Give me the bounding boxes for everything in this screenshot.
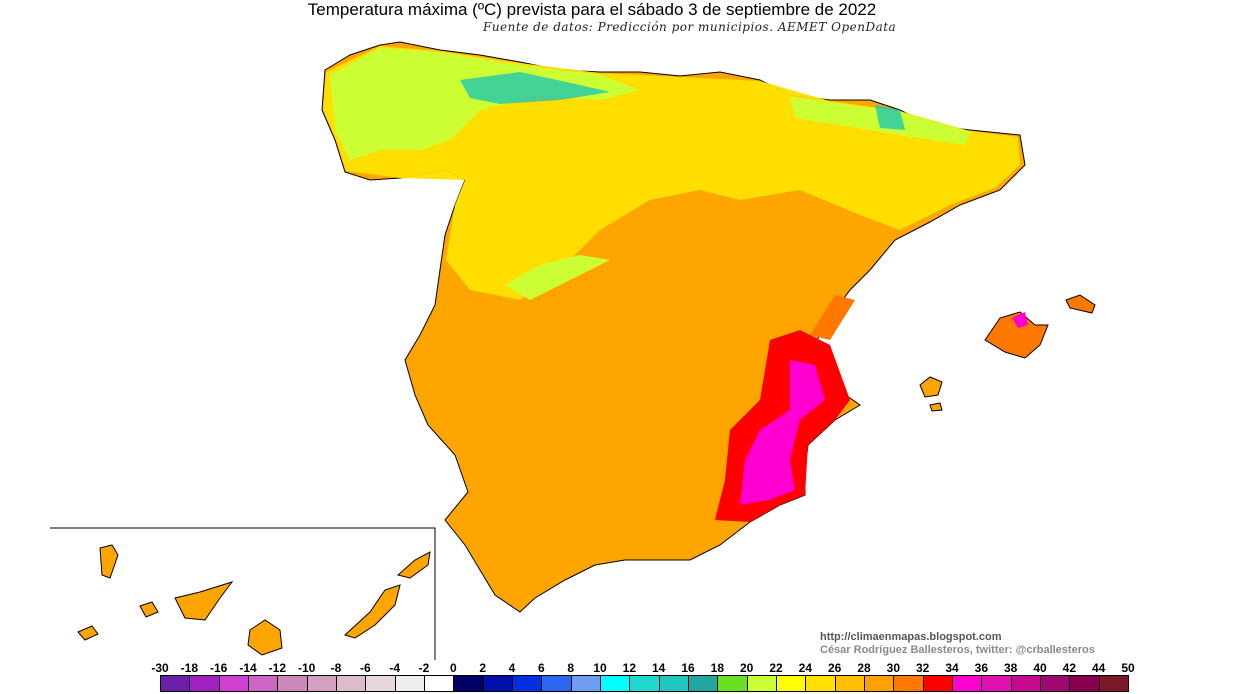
legend-label: 2 [479, 661, 486, 675]
legend-label: -14 [239, 661, 257, 675]
map-subtitle: Fuente de datos: Predicción por municipi… [483, 20, 897, 34]
color-legend [160, 675, 1129, 692]
hot-coast-valencia [810, 295, 855, 340]
legend-swatch [1011, 676, 1041, 691]
legend-label: 16 [681, 661, 695, 675]
legend-label: 0 [449, 661, 457, 675]
legend-label: 8 [567, 661, 574, 675]
legend-swatch [659, 676, 689, 691]
legend-label: 34 [945, 661, 959, 675]
legend-swatch [923, 676, 953, 691]
legend-swatch [1040, 676, 1071, 691]
legend-swatch [336, 676, 367, 691]
legend-swatch [483, 676, 513, 691]
legend-label: 20 [739, 661, 754, 675]
ibiza [919, 376, 943, 398]
peaks-pyrenees [875, 105, 905, 130]
legend-swatch [542, 676, 572, 691]
legend-label: 6 [537, 661, 545, 675]
credits-url: http://climaenmapas.blogspot.com [820, 631, 1002, 643]
canary-inset-frame [50, 527, 436, 660]
legend-label: 32 [915, 661, 930, 675]
legend-label: 14 [651, 661, 666, 675]
legend-swatch [190, 676, 220, 691]
tenerife [174, 581, 234, 621]
legend-label: -10 [297, 661, 316, 675]
legend-swatch [806, 676, 836, 691]
legend-swatch [219, 676, 249, 691]
legend-swatch [718, 676, 748, 691]
temperature-map [50, 41, 1096, 660]
credits-author: César Rodríguez Ballesteros, twitter: @c… [820, 644, 1095, 656]
mallorca-hot [1012, 312, 1028, 328]
legend-label: -2 [418, 661, 430, 675]
legend-swatch [952, 676, 983, 691]
gran-canaria [247, 619, 283, 656]
legend-swatch [454, 676, 484, 691]
legend-label: 24 [798, 661, 813, 675]
legend-swatch [982, 676, 1012, 691]
legend-swatch [864, 676, 895, 691]
lanzarote [396, 551, 431, 579]
legend-labels: -30 -18 -16 -14 -12 -10 -8 -6 -4 -2 0 2 4 6 8 10 12 14 16 1… [0, 661, 1234, 675]
legend-label: 42 [1062, 661, 1077, 675]
legend-label: 36 [974, 661, 989, 675]
legend-swatch [278, 676, 308, 691]
formentera [929, 402, 943, 412]
menorca [1065, 294, 1096, 314]
legend-swatch [1099, 676, 1128, 691]
legend-swatch [424, 676, 455, 691]
map-title: Temperatura máxima (ºC) prevista para el… [307, 0, 877, 19]
legend-label: 10 [593, 661, 607, 675]
legend-label: 38 [1003, 661, 1018, 675]
extreme-zone [740, 360, 825, 505]
legend-label: 30 [886, 661, 901, 675]
legend-swatch [1070, 676, 1100, 691]
legend-label: 22 [769, 661, 783, 675]
legend-label: 28 [857, 661, 871, 675]
legend-swatch [248, 676, 279, 691]
fuerteventura [344, 584, 401, 639]
legend-label: -6 [359, 661, 371, 675]
legend-swatch [688, 676, 719, 691]
legend-swatch [630, 676, 660, 691]
legend-swatch [307, 676, 337, 691]
mallorca [984, 311, 1049, 359]
la-palma [99, 544, 119, 579]
legend-swatch [747, 676, 777, 691]
legend-swatch [366, 676, 396, 691]
peaks-north [460, 72, 610, 104]
legend-swatch [512, 676, 543, 691]
mountain-zone-north [330, 48, 640, 160]
legend-swatch [571, 676, 601, 691]
legend-label: -12 [268, 661, 286, 675]
legend-label: -18 [180, 661, 198, 675]
legend-label: 18 [710, 661, 725, 675]
legend-label: -4 [389, 661, 400, 675]
legend-label: 26 [827, 661, 842, 675]
legend-swatch [776, 676, 807, 691]
central-range [505, 255, 610, 300]
legend-label: -16 [209, 661, 228, 675]
legend-label: 40 [1033, 661, 1047, 675]
legend-label: 4 [508, 661, 516, 675]
legend-swatch [894, 676, 924, 691]
credits: http://climaenmapas.blogspot.com César R… [820, 631, 1095, 657]
legend-swatch [835, 676, 865, 691]
legend-label: -8 [330, 661, 342, 675]
legend-label: -30 [151, 661, 169, 675]
el-hierro [77, 625, 99, 641]
legend-label: 44 [1091, 661, 1106, 675]
legend-swatch [395, 676, 425, 691]
legend-label: 50 [1121, 661, 1135, 675]
la-gomera [139, 601, 159, 618]
legend-swatch [161, 676, 191, 691]
legend-swatch [600, 676, 631, 691]
legend-label: 12 [622, 661, 637, 675]
